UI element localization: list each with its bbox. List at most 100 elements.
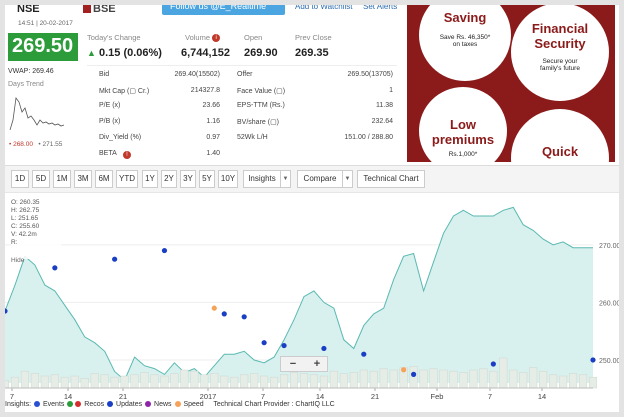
- stat-key: Div_Yield (%): [99, 134, 142, 141]
- prev-close-label: Prev Close: [295, 33, 332, 42]
- speed-dot-icon[interactable]: [174, 401, 181, 408]
- chart-provider-text: Technical Chart Provider : ChartIQ LLC: [213, 401, 335, 408]
- open-value: 269.90: [244, 47, 278, 59]
- range-5y-button[interactable]: 5Y: [199, 170, 215, 188]
- volume-bar: [20, 370, 29, 389]
- volume-bar: [309, 374, 318, 389]
- x-tick-label: 7: [10, 392, 14, 401]
- range-1m-button[interactable]: 1M: [53, 170, 71, 188]
- stat-value: 269.40(15502): [174, 71, 220, 78]
- volume-bar: [429, 368, 438, 389]
- stat-row: Div_Yield (%) 0.97 52Wk L/H 151.00 / 288…: [5, 134, 405, 145]
- range-1d-button[interactable]: 1D: [11, 170, 29, 188]
- volume-bar: [40, 375, 49, 389]
- events-dot-icon[interactable]: [34, 401, 41, 408]
- updates-toggle[interactable]: Updates: [116, 401, 143, 408]
- volume-bar: [559, 375, 568, 389]
- volume-bar: [210, 373, 219, 389]
- range-1y-button[interactable]: 1Y: [142, 170, 158, 188]
- range-6m-button[interactable]: 6M: [95, 170, 113, 188]
- insight-marker: [261, 340, 267, 346]
- volume-bar: [289, 372, 299, 389]
- x-tick-label: 21: [119, 392, 127, 401]
- insights-dropdown[interactable]: Insights: [243, 170, 281, 188]
- stat-row: Bid 269.40(15502) Offer 269.50(13705): [5, 71, 405, 82]
- range-10y-button[interactable]: 10Y: [218, 170, 238, 188]
- insurance-ad[interactable]: Saving Save Rs. 46,350* on taxes Financi…: [407, 5, 615, 162]
- volume-bar: [349, 372, 358, 389]
- news-toggle[interactable]: News: [154, 401, 172, 408]
- chevron-down-icon[interactable]: ▼: [343, 170, 353, 188]
- exchange-tabs: NSE BSE Follow us @E_Realtime Add to Wat…: [5, 5, 405, 17]
- ad-subtext: Rs.1,000*: [448, 151, 478, 158]
- volume-bar: [60, 376, 69, 389]
- updates-dot-icon[interactable]: [107, 401, 114, 408]
- zoom-out-button[interactable]: −: [289, 358, 297, 370]
- volume-bar: [529, 367, 538, 389]
- volume-bar: [130, 374, 139, 389]
- chevron-down-icon[interactable]: ▼: [281, 170, 291, 188]
- ohlc-close: C: 255.60: [11, 223, 40, 230]
- stat-key: P/E (x): [99, 102, 121, 109]
- range-ytd-button[interactable]: YTD: [116, 170, 138, 188]
- x-tick-label: 7: [261, 392, 265, 401]
- stat-value: 214327.8: [190, 87, 220, 94]
- stat-value: 1.40: [206, 150, 220, 157]
- volume-bar: [439, 369, 448, 389]
- range-3m-button[interactable]: 3M: [74, 170, 92, 188]
- day-high: • 271.55: [38, 141, 63, 148]
- recos-green-dot-icon[interactable]: [67, 401, 74, 408]
- x-tick-label: Feb: [431, 392, 444, 401]
- volume-bar: [379, 368, 388, 389]
- compare-dropdown[interactable]: Compare: [297, 170, 343, 188]
- price-chart[interactable]: 250.00 260.00 270.00 7 14 21 2017 7 14 21 Feb 7 14 O…: [5, 193, 619, 403]
- stat-value: 11.38: [376, 102, 393, 109]
- x-tick-label: 14: [316, 392, 324, 401]
- volume-bar: [578, 374, 588, 389]
- follow-twitter-button[interactable]: Follow us @E_Realtime: [162, 5, 285, 15]
- ad-heading: Financial: [531, 21, 589, 36]
- recos-toggle[interactable]: Recos: [84, 401, 105, 408]
- volume-bar: [369, 370, 378, 389]
- stat-key: Offer: [237, 71, 253, 78]
- volume-bar: [180, 369, 189, 389]
- hide-legend-link[interactable]: Hide: [11, 257, 25, 264]
- volume-bar: [220, 375, 229, 389]
- events-toggle[interactable]: Events: [42, 401, 65, 408]
- volume-bar: [588, 376, 598, 389]
- technical-chart-button[interactable]: Technical Chart: [357, 170, 425, 188]
- range-2y-button[interactable]: 2Y: [161, 170, 177, 188]
- stat-key: EPS-TTM (Rs.): [237, 102, 285, 109]
- insight-marker: [590, 357, 596, 363]
- stat-value: 151.00 / 288.80: [344, 134, 393, 141]
- zoom-in-button[interactable]: +: [313, 358, 321, 370]
- speed-toggle[interactable]: Speed: [183, 401, 204, 408]
- volume-bar: [329, 370, 338, 389]
- stat-row: BETA ! 1.40: [5, 150, 405, 161]
- prev-close-value: 269.35: [295, 47, 329, 59]
- info-icon[interactable]: i: [212, 34, 221, 43]
- y-tick-label: 250.00: [599, 358, 619, 365]
- stat-key: Mkt Cap (▢ Cr.): [99, 88, 150, 95]
- insight-marker: [321, 345, 327, 352]
- volume-bar: [409, 366, 418, 389]
- tab-bse[interactable]: BSE: [93, 3, 116, 15]
- stat-value: 1.16: [206, 118, 220, 125]
- range-5d-button[interactable]: 5D: [32, 170, 50, 188]
- zoom-control: − +: [280, 356, 328, 372]
- range-3y-button[interactable]: 3Y: [180, 170, 196, 188]
- volume-bar: [230, 376, 239, 389]
- ad-heading: premiums: [431, 132, 495, 147]
- news-dot-icon[interactable]: [145, 401, 152, 408]
- set-alerts-link[interactable]: Set Alerts: [363, 2, 398, 11]
- beta-info-icon[interactable]: !: [123, 151, 131, 159]
- add-to-watchlist-link[interactable]: Add to Watchlist: [295, 2, 353, 11]
- stat-key: BV/share (▢): [237, 119, 280, 126]
- insight-marker: [241, 314, 247, 320]
- tab-nse[interactable]: NSE: [17, 3, 40, 15]
- day-range: • 268.00 • 271.55: [9, 141, 62, 148]
- ad-heading: Saving: [443, 10, 487, 25]
- recos-red-dot-icon[interactable]: [75, 401, 82, 408]
- x-tick-label: 14: [538, 392, 546, 401]
- ad-heading: Low: [450, 117, 476, 132]
